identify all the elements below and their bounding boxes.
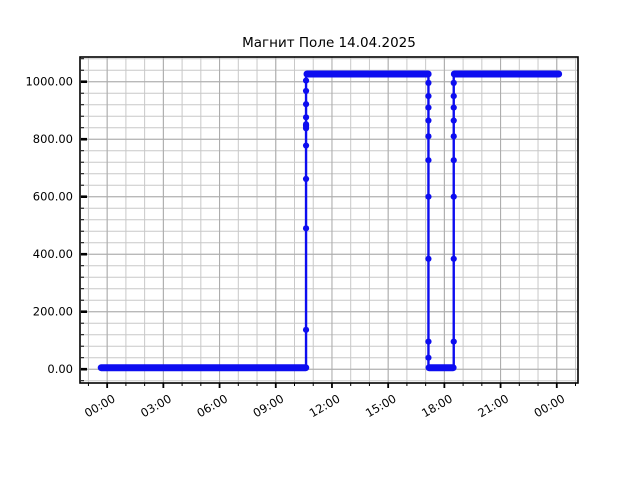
chart-title: Магнит Поле 14.04.2025: [242, 35, 416, 51]
series-sample-dot: [425, 92, 432, 100]
y-tick-label: 800.00: [33, 132, 73, 146]
series-sample-dot: [302, 326, 310, 333]
series-sample-dot: [450, 79, 457, 86]
series-sample-dot: [425, 104, 432, 111]
series-sample-dot: [450, 133, 457, 140]
plot-border: [79, 56, 579, 384]
y-tick-label: 1000.00: [25, 75, 73, 89]
figure-background: [0, 0, 640, 430]
series-sample-dot: [450, 92, 457, 100]
series-sample-dot: [450, 117, 457, 124]
series-sample-dot: [302, 77, 310, 84]
series-sample-dot: [302, 175, 310, 182]
series-sample-dot: [425, 338, 432, 345]
magnetic-field-chart: 0.00200.00400.00600.00800.001000.0000:00…: [0, 0, 640, 430]
series-sample-dot: [302, 225, 310, 232]
series-sample-dot: [425, 157, 432, 164]
series-sample-dot: [450, 193, 457, 200]
y-tick-label: 600.00: [33, 190, 73, 204]
series-sample-dot: [425, 117, 432, 124]
series-sample-dot: [450, 157, 457, 164]
stats-row: Last 1026.83 Mean(10) 1026.86 Max 1027.6…: [0, 430, 640, 480]
series-sample-dot: [425, 133, 432, 140]
series-sample-dot: [302, 114, 310, 121]
y-tick-label: 200.00: [33, 305, 73, 319]
series-sample-dot: [425, 255, 432, 262]
series-sample-dot: [302, 101, 310, 108]
series-sample-dot: [425, 354, 432, 361]
y-tick-label: 0.00: [47, 362, 73, 376]
series-sample-dot: [425, 193, 432, 200]
series-sample-dot: [302, 121, 310, 128]
y-tick-label: 400.00: [33, 247, 73, 261]
series-sample-dot: [450, 338, 457, 345]
series-sample-dot: [302, 87, 310, 95]
series-sample-dot: [450, 255, 457, 262]
chart-area: 0.00 200.00 400.00 600.00 800.00 1000.00 00:00…: [0, 0, 640, 430]
series-sample-dot: [302, 142, 310, 149]
series-sample-dot: [425, 79, 432, 86]
series-sample-dot: [450, 104, 457, 111]
